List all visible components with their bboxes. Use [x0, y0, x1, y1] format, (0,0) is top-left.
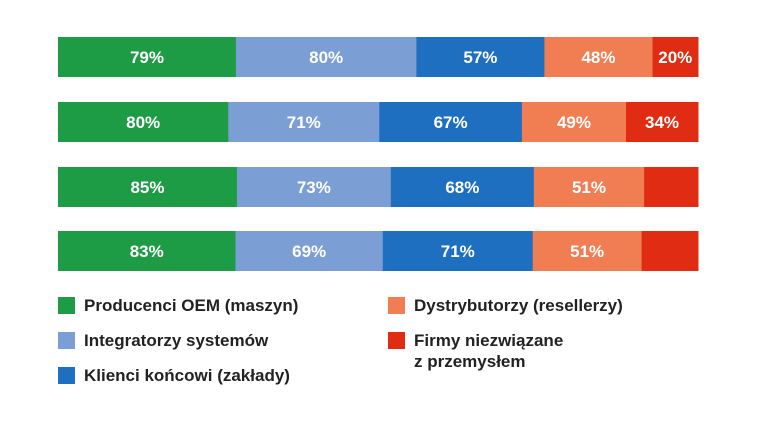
data-label-row1-series5: 20% [658, 48, 692, 67]
bar-segment-row1-series2 [235, 37, 417, 77]
data-label-row2-series5: 34% [645, 113, 679, 132]
legend-label-distributors: Dystrybutorzy (resellerzy) [414, 296, 623, 315]
legend-item-non-industry: Firmy niezwiązane z przemysłem [388, 330, 563, 372]
bar-segment-row3-series1 [58, 167, 238, 207]
legend-item-distributors: Dystrybutorzy (resellerzy) [388, 295, 623, 316]
bar-segment-row1-series4 [544, 37, 654, 77]
data-label-row1-series1: 79% [130, 48, 164, 67]
bar-segment-row2-series5 [626, 102, 699, 142]
bar-segment-row4-series4 [532, 231, 643, 271]
legend-item-oem: Producenci OEM (maszyn) [58, 295, 298, 316]
legend-label-oem: Producenci OEM (maszyn) [84, 296, 299, 315]
bar-segment-row4-series3 [382, 231, 534, 271]
bar-segment-row1-series1 [58, 37, 237, 77]
data-label-row4-series3: 71% [441, 242, 475, 261]
legend-swatch-integrators [58, 332, 75, 349]
data-label-row4-series2: 69% [292, 242, 326, 261]
bar-segment-row2-series4 [521, 102, 627, 142]
data-label-row3-series1: 85% [130, 178, 164, 197]
bar-segment-row4-series5 [641, 231, 699, 271]
bar-segment-row4-series2 [235, 231, 384, 271]
bar-segment-row2-series3 [379, 102, 523, 142]
legend-label-integrators: Integratorzy systemów [84, 331, 269, 350]
bar-segment-row1-series3 [416, 37, 545, 77]
bar-segment-row3-series3 [390, 167, 535, 207]
bar-segment-row3-series4 [533, 167, 645, 207]
legend-swatch-end-clients [58, 367, 75, 384]
data-label-row3-series3: 68% [445, 178, 479, 197]
bar-segment-row3-series2 [236, 167, 392, 207]
legend-swatch-oem [58, 297, 75, 314]
legend-item-end-clients: Klienci końcowi (zakłady) [58, 365, 290, 386]
data-label-row1-series3: 57% [463, 48, 497, 67]
data-label-row4-series1: 83% [130, 242, 164, 261]
bar-segment-row2-series2 [228, 102, 380, 142]
data-label-row1-series4: 48% [581, 48, 615, 67]
bar-segment-row2-series1 [58, 102, 229, 142]
data-label-row2-series1: 80% [126, 113, 160, 132]
data-label-row3-series2: 73% [297, 178, 331, 197]
bar-segment-row4-series1 [58, 231, 236, 271]
data-label-row3-series4: 51% [572, 178, 606, 197]
data-label-row4-series4: 51% [570, 242, 604, 261]
data-label-row1-series2: 80% [309, 48, 343, 67]
legend-swatch-non-industry [388, 332, 405, 349]
legend-item-integrators: Integratorzy systemów [58, 330, 268, 351]
bar-segment-row3-series5 [644, 167, 699, 207]
data-label-row2-series3: 67% [434, 113, 468, 132]
legend-label-end-clients: Klienci końcowi (zakłady) [84, 366, 290, 385]
stacked-bar-chart: 79% 80% 57% 48% 20% 80% 71% 67% 49% 34% 85% 73% 68% 5… [58, 37, 699, 271]
bar-segment-row1-series5 [652, 37, 699, 77]
legend-swatch-distributors [388, 297, 405, 314]
data-label-row2-series2: 71% [287, 113, 321, 132]
data-label-row2-series4: 49% [557, 113, 591, 132]
legend-label-non-industry: Firmy niezwiązane z przemysłem [414, 331, 564, 371]
